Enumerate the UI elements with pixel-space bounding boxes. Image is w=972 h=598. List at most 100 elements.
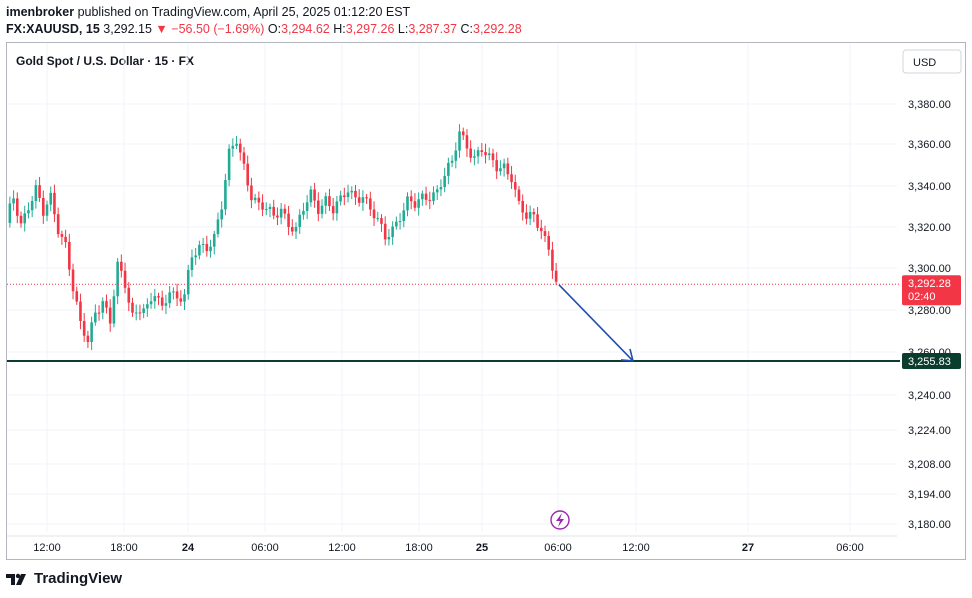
candle-body <box>220 209 223 220</box>
candle-body <box>294 226 298 232</box>
candle-body <box>138 312 142 314</box>
candle-body <box>105 301 108 308</box>
candle-body <box>175 291 179 299</box>
close-label: C: <box>460 22 474 36</box>
candle-body <box>86 335 90 342</box>
candle-body <box>160 297 164 306</box>
candle-body <box>424 193 428 200</box>
candle-body <box>454 150 458 161</box>
candle-body <box>120 261 123 271</box>
x-tick-label: 06:00 <box>544 542 572 554</box>
candle-body <box>194 255 197 258</box>
candle-body <box>53 192 56 215</box>
candle-body <box>142 308 145 314</box>
candle-body <box>261 202 264 210</box>
candle-body <box>447 162 450 176</box>
support-level-label: 3,255.83 <box>908 356 951 368</box>
candle-body <box>346 192 350 198</box>
candle-body <box>242 152 246 164</box>
chart-title: Gold Spot / U.S. Dollar · 15 · FX <box>16 54 194 68</box>
candle-body <box>525 212 528 219</box>
y-tick-label: 3,280.00 <box>908 305 951 317</box>
candle-body <box>112 296 116 324</box>
candle-body <box>372 209 376 219</box>
candle-body <box>127 287 131 303</box>
x-tick-label: 06:00 <box>836 542 864 554</box>
author-name[interactable]: imenbroker <box>6 5 75 19</box>
candle-body <box>186 269 190 295</box>
candle-body <box>298 214 302 227</box>
candle-body <box>339 195 342 202</box>
candle-body <box>324 196 328 206</box>
down-triangle-icon: ▼ <box>155 22 168 36</box>
candle-body <box>101 301 105 313</box>
candle-body <box>56 214 60 235</box>
candle-body <box>532 212 536 215</box>
arrow-head <box>620 348 635 362</box>
candle-body <box>179 298 183 302</box>
candle-body <box>183 294 186 302</box>
y-tick-label: 3,240.00 <box>908 390 951 402</box>
y-tick-label: 3,320.00 <box>908 222 951 234</box>
support-level-badge <box>902 352 961 369</box>
candle-body <box>157 296 160 298</box>
candle-body <box>528 212 532 219</box>
candle-body <box>461 131 465 136</box>
footer-brand[interactable]: TradingView <box>6 570 122 587</box>
candle-body <box>23 213 27 224</box>
x-tick-label: 18:00 <box>405 542 433 554</box>
candle-body <box>90 322 93 342</box>
candle-body <box>209 246 212 252</box>
candle-body <box>146 304 149 309</box>
candle-body <box>71 269 75 292</box>
candle-body <box>38 185 41 198</box>
candle-body <box>49 192 53 205</box>
currency-button-label: USD <box>913 57 936 69</box>
currency-button[interactable] <box>902 49 962 74</box>
candle-body <box>439 187 443 190</box>
bar-countdown-label: 02:40 <box>908 291 936 303</box>
candle-body <box>250 185 253 201</box>
y-tick-label: 3,380.00 <box>908 99 951 111</box>
candle-body <box>406 196 409 211</box>
candle-body <box>276 215 279 218</box>
candle-body <box>279 208 283 218</box>
candle-body <box>60 234 64 237</box>
candle-body <box>131 302 134 313</box>
candle-body <box>506 163 510 175</box>
candle-body <box>253 197 257 201</box>
candle-body <box>172 291 175 293</box>
x-tick-label: 12:00 <box>622 542 650 554</box>
x-tick-label: 12:00 <box>33 542 61 554</box>
candle-body <box>458 131 461 151</box>
candle-body <box>473 156 476 158</box>
candle-body <box>476 150 480 157</box>
candle-body <box>190 257 194 270</box>
candle-body <box>428 199 432 201</box>
candle-body <box>383 223 387 240</box>
candle-body <box>15 198 19 216</box>
candle-body <box>491 153 495 161</box>
current-price-badge <box>902 275 961 306</box>
x-tick-label: 25 <box>476 542 488 554</box>
candle-body <box>42 197 45 216</box>
brand-name: TradingView <box>34 570 123 587</box>
chart-frame[interactable] <box>6 42 966 560</box>
candle-body <box>387 236 391 240</box>
candle-body <box>395 221 398 227</box>
candle-body <box>79 301 82 321</box>
y-tick-label: 3,340.00 <box>908 181 951 193</box>
candle-body <box>97 312 101 314</box>
candle-body <box>94 312 97 323</box>
y-tick-label: 3,194.00 <box>908 489 951 501</box>
open-label: O: <box>267 22 282 36</box>
candle-body <box>19 215 23 224</box>
candle-body <box>116 261 119 297</box>
projection-arrow[interactable] <box>558 284 634 362</box>
candle-body <box>365 197 368 199</box>
candle-body <box>75 291 79 302</box>
candle-body <box>309 189 313 203</box>
candle-body <box>413 201 417 208</box>
candle-body <box>517 189 521 201</box>
